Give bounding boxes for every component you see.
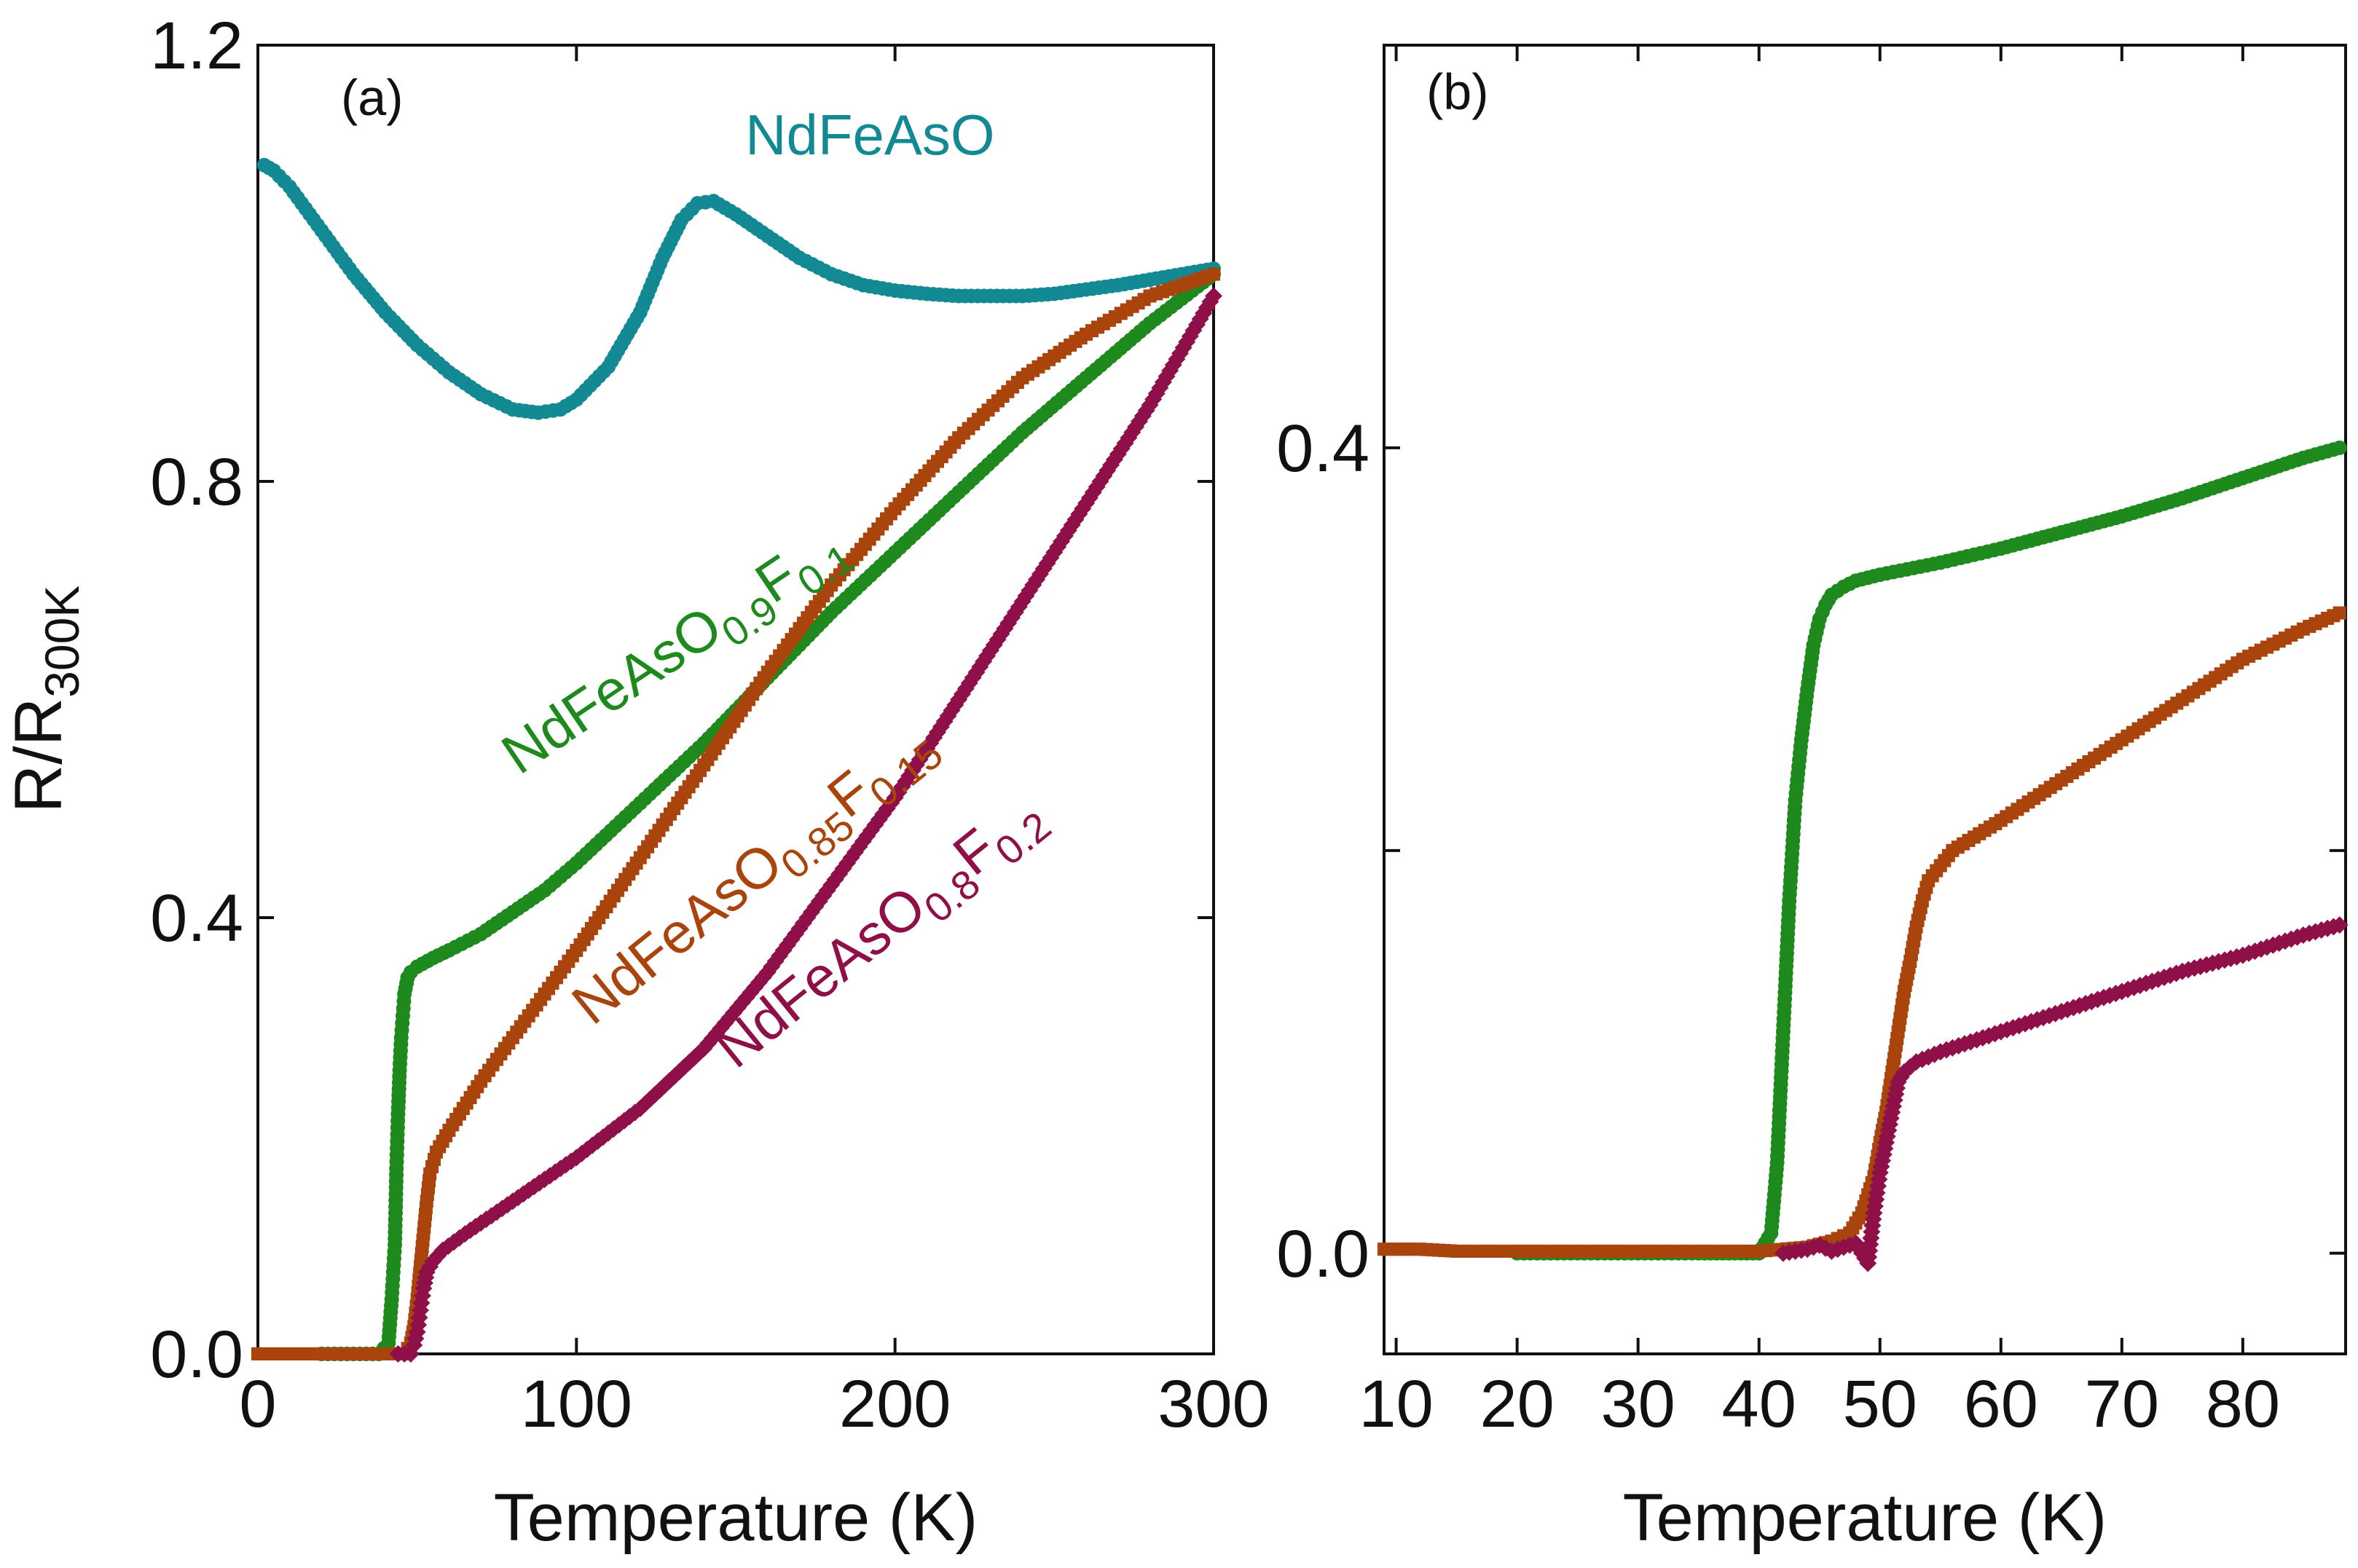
b-xtick-label-2: 30 — [1601, 1367, 1675, 1441]
b-ytick-label-0: 0.0 — [1276, 1217, 1369, 1291]
a-xtick-label-3: 300 — [1158, 1367, 1270, 1441]
panel-a: 0 100 200 300 0.0 0.4 0.8 1.2 (a) NdFeAsO NdFeAs… — [1, 9, 1270, 1555]
panel-b-series — [1378, 440, 2349, 1272]
b-ytick-label-1: 0.4 — [1276, 411, 1369, 486]
b-xtick-label-0: 10 — [1359, 1367, 1433, 1441]
b-xtick-label-7: 80 — [2206, 1367, 2280, 1441]
b-series-2 — [1774, 916, 2349, 1272]
annotation-ann-f01: NdFeAsO0.9F0.1 — [490, 511, 862, 795]
panel-b-x-axis-title: Temperature (K) — [1623, 1481, 2107, 1555]
a-series-3-point-77 — [733, 993, 751, 1012]
b-xtick-label-1: 20 — [1479, 1367, 1554, 1441]
a-series-2-point-234 — [1207, 267, 1220, 281]
panel-a-x-axis-title: Temperature (K) — [494, 1481, 978, 1555]
b-series-1-point-201 — [2333, 606, 2346, 620]
a-ytick-label-3: 1.2 — [150, 9, 243, 83]
a-series-1 — [314, 267, 1221, 1361]
a-series-3-point-206 — [1205, 287, 1222, 305]
panel-b-frame — [1383, 44, 2347, 1355]
panel-b-ticks: 10 20 30 40 50 60 70 80 0.0 0.4 — [1276, 45, 2346, 1441]
panel-a-frame — [256, 44, 1215, 1355]
a-ytick-label-1: 0.4 — [150, 881, 243, 956]
panel-a-series — [251, 157, 1222, 1363]
b-xtick-label-3: 40 — [1722, 1367, 1796, 1441]
y-axis-title-main: R/R — [1, 698, 76, 813]
b-series-2-point-119 — [2330, 916, 2349, 934]
b-series-0-point-221 — [2332, 440, 2347, 455]
a-ytick-label-2: 0.8 — [150, 445, 243, 519]
annotation-ann-nd-part-0: NdFeAsO — [745, 103, 994, 167]
a-series-0 — [256, 157, 1221, 420]
b-series-0 — [1509, 440, 2347, 1261]
y-axis-title-sub: 300K — [35, 586, 89, 698]
a-xtick-label-0: 0 — [239, 1367, 276, 1441]
annotation-ann-nd: NdFeAsO — [745, 103, 994, 167]
y-axis-title: R/R300K — [1, 586, 89, 813]
b-series-1 — [1378, 606, 2346, 1258]
b-xtick-label-4: 50 — [1843, 1367, 1917, 1441]
panel-a-label: (a) — [341, 69, 404, 126]
a-series-1-line — [321, 273, 1214, 1355]
panel-a-ticks: 0 100 200 300 0.0 0.4 0.8 1.2 — [150, 9, 1270, 1441]
b-xtick-label-6: 70 — [2085, 1367, 2159, 1441]
b-xtick-label-5: 60 — [1964, 1367, 2038, 1441]
a-ytick-label-0: 0.0 — [150, 1317, 243, 1392]
a-xtick-label-1: 100 — [521, 1367, 633, 1441]
a-xtick-label-2: 200 — [839, 1367, 951, 1441]
panel-b-label: (b) — [1426, 63, 1489, 120]
a-series-2 — [251, 267, 1220, 1360]
a-series-3 — [389, 287, 1222, 1363]
panel-b: 10 20 30 40 50 60 70 80 0.0 0.4 (b) Temperature (… — [1276, 44, 2349, 1555]
